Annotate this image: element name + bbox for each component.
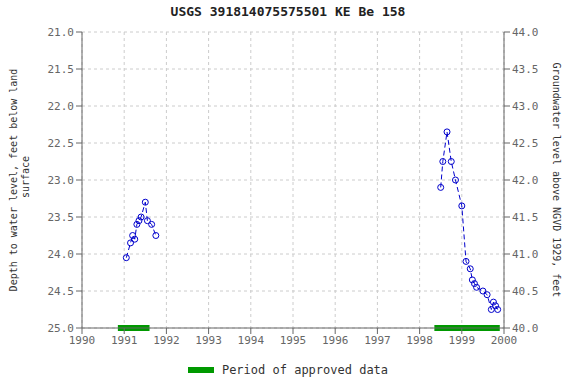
svg-text:41.0: 41.0 [512,248,539,261]
svg-text:1996: 1996 [322,334,349,347]
svg-text:1998: 1998 [406,334,433,347]
svg-text:2000: 2000 [491,334,518,347]
svg-text:Groundwater level above NGVD 1: Groundwater level above NGVD 1929, feet [551,63,562,298]
svg-text:1995: 1995 [280,334,307,347]
svg-text:1993: 1993 [195,334,222,347]
svg-text:41.5: 41.5 [512,211,539,224]
svg-text:1992: 1992 [153,334,180,347]
svg-text:1994: 1994 [238,334,265,347]
svg-text:21.5: 21.5 [48,63,75,76]
html-text:Period of approved data: Period of approved data [221,363,389,377]
svg-text:44.0: 44.0 [512,26,539,39]
svg-text:22.0: 22.0 [48,100,75,113]
svg-text:24.0: 24.0 [48,248,75,261]
svg-text:43.5: 43.5 [512,63,539,76]
svg-text:24.5: 24.5 [48,285,75,298]
svg-text:1997: 1997 [364,334,391,347]
svg-text:40.0: 40.0 [512,322,539,335]
svg-text:42.5: 42.5 [512,137,539,150]
svg-text:Depth to water level, feet bel: Depth to water level, feet below land su… [8,69,31,292]
svg-text:1999: 1999 [449,334,476,347]
html-text:USGS 391814075575501 KE Be 158: USGS 391814075575501 KE Be 158 [170,4,406,19]
svg-text:43.0: 43.0 [512,100,539,113]
svg-text:23.0: 23.0 [48,174,75,187]
svg-text:42.0: 42.0 [512,174,539,187]
svg-text:23.5: 23.5 [48,211,75,224]
svg-text:22.5: 22.5 [48,137,75,150]
svg-text:25.0: 25.0 [48,322,75,335]
svg-text:1991: 1991 [111,334,138,347]
svg-text:1990: 1990 [69,334,96,347]
svg-text:21.0: 21.0 [48,26,75,39]
svg-text:40.5: 40.5 [512,285,539,298]
